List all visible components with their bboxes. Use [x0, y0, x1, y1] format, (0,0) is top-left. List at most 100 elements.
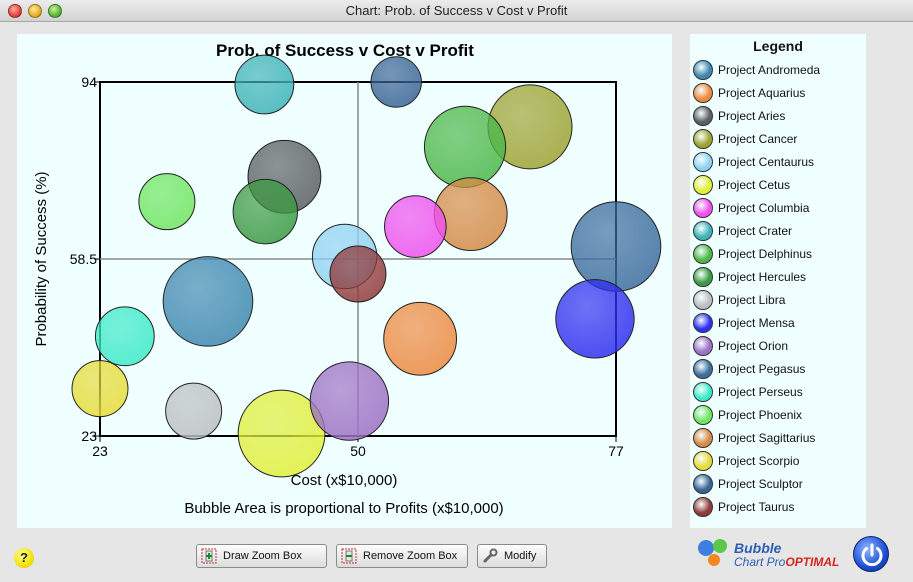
modify-label: Modify	[504, 550, 537, 562]
bubble-project-mensa[interactable]	[555, 279, 635, 359]
legend-item[interactable]: Project Hercules	[693, 267, 865, 289]
legend-label: Project Phoenix	[718, 408, 803, 422]
y-axis-label: Probability of Success (%)	[33, 171, 50, 346]
bubble-project-scorpio[interactable]	[71, 360, 129, 418]
remove-zoom-box-button[interactable]: Remove Zoom Box	[336, 544, 468, 568]
legend-label: Project Perseus	[718, 385, 803, 399]
bubble-project-crater[interactable]	[234, 54, 295, 115]
legend-swatch	[693, 451, 713, 471]
bubble-project-pegasus[interactable]	[570, 201, 662, 292]
legend-swatch	[693, 405, 713, 425]
y-tick-label: 94	[81, 74, 97, 90]
minimize-window-button[interactable]	[28, 4, 42, 18]
legend-swatch	[693, 175, 713, 195]
legend-item[interactable]: Project Sagittarius	[693, 428, 865, 450]
legend-label: Project Aquarius	[718, 86, 806, 100]
bubble-chart[interactable]: 23 50 77 23 58.5 94 Prob. of Success v Cost v …	[17, 34, 672, 528]
y-tick-label: 23	[81, 428, 97, 444]
legend-swatch	[693, 497, 713, 517]
x-axis-label: Cost (x$10,000)	[291, 472, 398, 489]
x-tick-label: 77	[608, 443, 624, 459]
zoom-window-button[interactable]	[48, 4, 62, 18]
legend-item[interactable]: Project Scorpio	[693, 451, 865, 473]
legend-item[interactable]: Project Andromeda	[693, 60, 865, 82]
legend-label: Project Hercules	[718, 270, 807, 284]
bubble-project-taurus[interactable]	[329, 245, 387, 303]
logo-line1: Bubble	[734, 540, 782, 556]
legend-item[interactable]: Project Sculptor	[693, 474, 865, 496]
bubble-project-columbia[interactable]	[384, 195, 447, 258]
modify-button[interactable]: Modify	[477, 544, 547, 568]
legend-label: Project Taurus	[718, 500, 795, 514]
legend-label: Project Sculptor	[718, 477, 803, 491]
legend-swatch	[693, 106, 713, 126]
legend-item[interactable]: Project Orion	[693, 336, 865, 358]
legend-item[interactable]: Project Taurus	[693, 497, 865, 519]
chart-footnote: Bubble Area is proportional to Profits (…	[184, 500, 503, 517]
bubble-project-andromeda[interactable]	[162, 256, 254, 347]
legend-swatch	[693, 221, 713, 241]
y-tick-label: 58.5	[70, 251, 97, 267]
legend-item[interactable]: Project Pegasus	[693, 359, 865, 381]
legend-swatch	[693, 428, 713, 448]
legend-item[interactable]: Project Cetus	[693, 175, 865, 197]
legend-swatch	[693, 313, 713, 333]
window-title: Chart: Prob. of Success v Cost v Profit	[345, 3, 568, 18]
legend-swatch	[693, 152, 713, 172]
power-button[interactable]	[853, 536, 889, 572]
legend-title: Legend	[753, 38, 803, 54]
legend-item[interactable]: Project Cancer	[693, 129, 865, 151]
bubble-project-cetus[interactable]	[237, 389, 326, 478]
legend-swatch	[693, 359, 713, 379]
legend-item[interactable]: Project Libra	[693, 290, 865, 312]
legend-label: Project Orion	[718, 339, 789, 353]
legend-label: Project Andromeda	[718, 63, 821, 77]
logo-line2: Chart ProOPTIMAL	[734, 555, 839, 569]
legend-item[interactable]: Project Columbia	[693, 198, 865, 220]
legend-item[interactable]: Project Phoenix	[693, 405, 865, 427]
close-window-button[interactable]	[8, 4, 22, 18]
legend-item[interactable]: Project Aquarius	[693, 83, 865, 105]
bubble-project-hercules[interactable]	[232, 178, 299, 245]
legend-item[interactable]: Project Aries	[693, 106, 865, 128]
legend-label: Project Scorpio	[718, 454, 800, 468]
help-icon[interactable]: ?	[14, 548, 34, 568]
chart-panel: 23 50 77 23 58.5 94 Prob. of Success v Cost v …	[17, 34, 672, 528]
bubble-project-orion[interactable]	[309, 361, 390, 441]
bubble-project-phoenix[interactable]	[138, 173, 196, 231]
chart-title: Prob. of Success v Cost v Profit	[216, 41, 474, 60]
legend-swatch	[693, 244, 713, 264]
remove-zoom-box-label: Remove Zoom Box	[363, 550, 458, 562]
draw-zoom-box-label: Draw Zoom Box	[223, 550, 302, 562]
title-bar: Chart: Prob. of Success v Cost v Profit	[0, 0, 913, 22]
zoom-in-icon	[201, 548, 217, 564]
legend-swatch	[693, 290, 713, 310]
legend-swatch	[693, 267, 713, 287]
legend-item[interactable]: Project Mensa	[693, 313, 865, 335]
legend-item[interactable]: Project Centaurus	[693, 152, 865, 174]
legend-item[interactable]: Project Crater	[693, 221, 865, 243]
legend-swatch	[693, 83, 713, 103]
draw-zoom-box-button[interactable]: Draw Zoom Box	[196, 544, 327, 568]
legend-label: Project Sagittarius	[718, 431, 816, 445]
legend-label: Project Pegasus	[718, 362, 806, 376]
legend-label: Project Cetus	[718, 178, 791, 192]
bubble-project-sagittarius[interactable]	[433, 177, 508, 252]
legend-panel: Legend Project Andromeda Project Aquarius…	[690, 34, 866, 528]
legend-item[interactable]: Project Delphinus	[693, 244, 865, 266]
bubble-project-libra[interactable]	[165, 382, 223, 440]
legend-label: Project Libra	[718, 293, 786, 307]
legend-label: Project Mensa	[718, 316, 795, 330]
bubble-project-delphinus[interactable]	[423, 105, 507, 188]
legend-label: Project Columbia	[718, 201, 810, 215]
legend-item[interactable]: Project Perseus	[693, 382, 865, 404]
logo-line2a: Chart Pro	[734, 555, 786, 569]
bubble-project-aquarius[interactable]	[383, 301, 458, 376]
zoom-out-icon	[341, 548, 357, 564]
x-tick-label: 23	[92, 443, 108, 459]
legend-label: Project Aries	[718, 109, 786, 123]
bubble-project-sculptor[interactable]	[370, 56, 422, 108]
legend-label: Project Delphinus	[718, 247, 813, 261]
legend-swatch	[693, 60, 713, 80]
bubble-project-perseus[interactable]	[94, 306, 155, 367]
